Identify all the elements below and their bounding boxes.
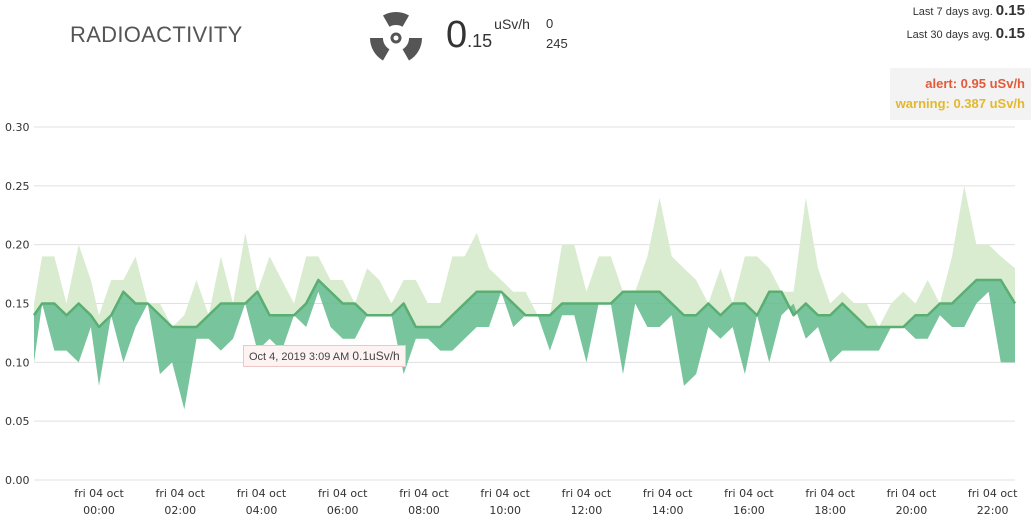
count-b: 245 <box>546 36 568 51</box>
tooltip-value: 0.1uSv/h <box>352 349 400 363</box>
x-tick-label-time: 08:00 <box>408 504 440 517</box>
high-band-area <box>34 185 1015 328</box>
page-title: RADIOACTIVITY <box>70 22 243 47</box>
y-tick-label: 0.05 <box>5 415 30 428</box>
reading-decimal: .15 <box>467 31 493 51</box>
x-tick-label-day: fri 04 oct <box>74 487 124 500</box>
x-tick-label-day: fri 04 oct <box>155 487 205 500</box>
y-tick-label: 0.00 <box>5 474 30 487</box>
x-tick-label-day: fri 04 oct <box>968 487 1018 500</box>
x-tick-label-day: fri 04 oct <box>318 487 368 500</box>
x-tick-label-day: fri 04 oct <box>480 487 530 500</box>
avg-30-value: 0.15 <box>995 25 1025 42</box>
x-tick-label-time: 02:00 <box>164 504 196 517</box>
x-tick-label-time: 04:00 <box>246 504 278 517</box>
x-tick-label-time: 22:00 <box>977 504 1009 517</box>
low-band-area <box>34 279 1015 410</box>
x-tick-label-time: 10:00 <box>489 504 521 517</box>
tooltip-date: Oct 4, 2019 3:09 AM <box>249 351 350 363</box>
x-tick-label-day: fri 04 oct <box>562 487 612 500</box>
y-tick-label: 0.20 <box>5 239 30 252</box>
chart-tooltip: Oct 4, 2019 3:09 AM 0.1uSv/h <box>243 345 406 367</box>
x-tick-label-day: fri 04 oct <box>805 487 855 500</box>
x-tick-label-time: 12:00 <box>571 504 603 517</box>
avg-7-label: Last 7 days avg. <box>912 6 993 18</box>
threshold-box: alert: 0.95 uSv/h warning: 0.387 uSv/h <box>889 68 1031 120</box>
x-tick-label-time: 20:00 <box>896 504 928 517</box>
count-a: 0 <box>546 16 554 31</box>
alert-threshold: alert: 0.95 uSv/h <box>925 76 1025 91</box>
averages: Last 7 days avg. 0.15 Last 30 days avg. 0.… <box>907 0 1025 46</box>
x-tick-label-time: 16:00 <box>733 504 765 517</box>
avg-7-days: Last 7 days avg. 0.15 <box>907 0 1025 23</box>
y-tick-label: 0.15 <box>5 298 30 311</box>
warning-threshold: warning: 0.387 uSv/h <box>895 96 1025 111</box>
y-tick-label: 0.25 <box>5 180 30 193</box>
x-tick-label-day: fri 04 oct <box>643 487 693 500</box>
x-tick-label-day: fri 04 oct <box>237 487 287 500</box>
x-tick-label-time: 14:00 <box>652 504 684 517</box>
x-tick-label-time: 06:00 <box>327 504 359 517</box>
avg-7-value: 0.15 <box>995 2 1025 19</box>
mean-line <box>32 278 1017 329</box>
x-tick-label-time: 00:00 <box>83 504 115 517</box>
current-reading: 0.15uSv/h <box>446 14 530 57</box>
radiation-icon <box>370 12 422 61</box>
avg-30-label: Last 30 days avg. <box>906 29 993 41</box>
reading-integer: 0 <box>446 14 468 56</box>
x-tick-label-day: fri 04 oct <box>724 487 774 500</box>
avg-30-days: Last 30 days avg. 0.15 <box>907 23 1025 46</box>
counts: 0 245 <box>546 14 568 54</box>
x-tick-label-day: fri 04 oct <box>887 487 937 500</box>
y-tick-label: 0.30 <box>5 121 30 134</box>
y-tick-label: 0.10 <box>5 356 30 369</box>
x-tick-label-day: fri 04 oct <box>399 487 449 500</box>
x-tick-label-time: 18:00 <box>814 504 846 517</box>
reading-unit: uSv/h <box>494 16 530 32</box>
